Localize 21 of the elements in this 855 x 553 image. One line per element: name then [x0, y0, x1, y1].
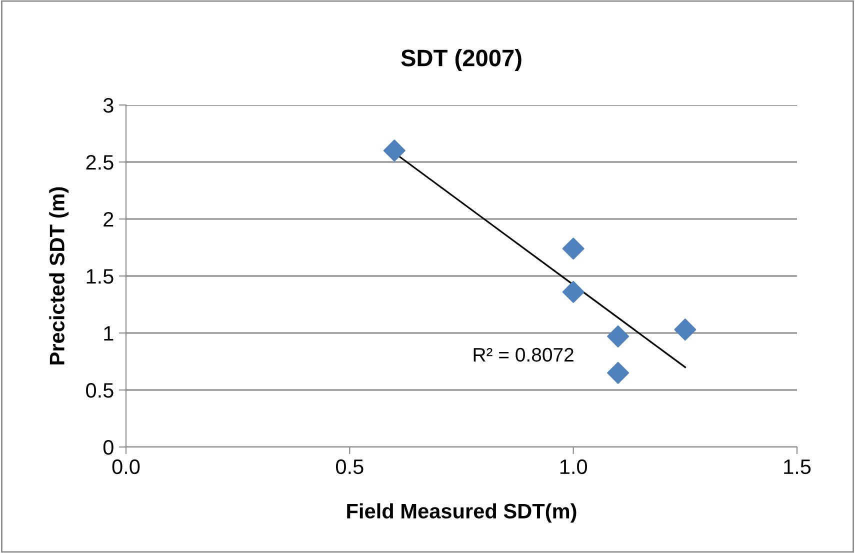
point: [674, 318, 696, 341]
y-tick-label: 1: [104, 326, 114, 341]
point: [607, 325, 630, 348]
y-tick-label: 1.5: [86, 269, 114, 284]
x-tick-label: 0.5: [336, 459, 364, 474]
y-tick-label: 0.5: [86, 383, 114, 398]
y-tick-label: 2.5: [86, 155, 114, 170]
y-tick-label: 0: [103, 440, 114, 455]
annotation: R² = 0.8072: [474, 348, 574, 362]
point: [607, 362, 630, 384]
point: [562, 280, 584, 303]
x-tick-label: 1.5: [784, 460, 811, 474]
x-tick-label: 1.0: [560, 459, 587, 474]
x-axis-title: Field Measured SDT(m): [347, 503, 576, 523]
point: [562, 238, 584, 260]
chart-title: SDT (2007): [401, 49, 522, 72]
y-tick-label: 3: [103, 98, 114, 113]
y-axis-title: Precicted SDT (m): [49, 187, 69, 364]
point: [383, 140, 406, 162]
y-tick-label: 2: [104, 212, 114, 227]
x-tick-label: 0.0: [112, 459, 140, 474]
